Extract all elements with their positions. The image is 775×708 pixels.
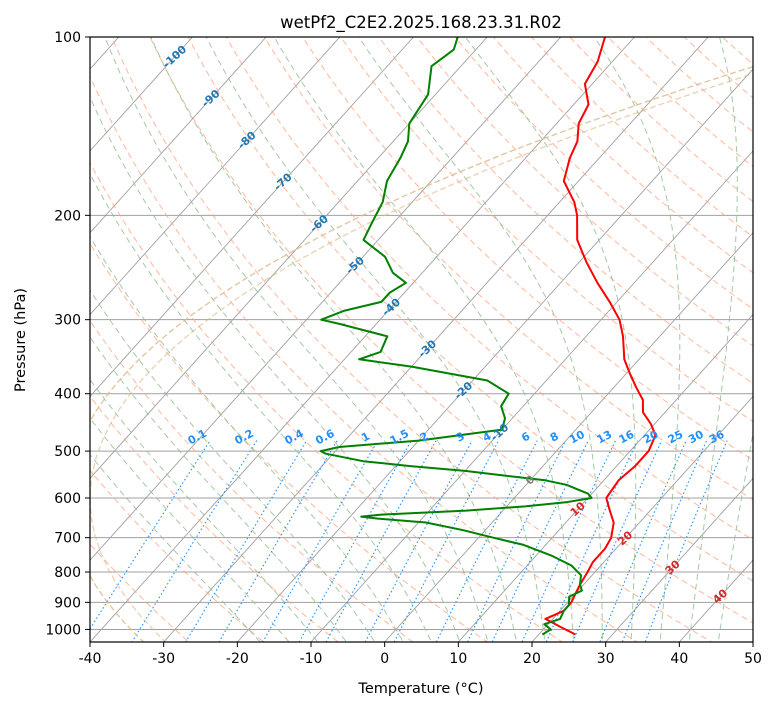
mixing-ratio-line [393,440,500,642]
mixing-ratio-label: 30 [686,428,706,447]
y-tick-label: 200 [54,208,81,224]
moist-adiabat [90,95,461,642]
x-tick-label: 30 [597,651,615,667]
dry-adiabat [263,37,753,501]
isotherm-gridline [457,313,753,642]
x-tick-label: -40 [79,651,102,667]
isotherm-gridline [90,37,193,152]
y-tick-label: 700 [54,531,81,547]
dry-adiabat [111,37,713,642]
isotherm-gridline [384,232,753,642]
isotherm-gridline [90,37,635,642]
isotherm-gridline [90,37,488,479]
isotherm-gridline [163,37,709,642]
x-tick-label: 40 [670,651,688,667]
y-tick-label: 100 [54,30,81,46]
dry-adiabat [90,242,489,642]
dry-adiabat [569,37,753,203]
y-tick-label: 1000 [45,622,81,638]
temperature-profile [544,37,657,636]
moist-adiabat [717,430,753,642]
x-tick-label: 0 [380,651,389,667]
moist-adiabat [688,37,738,642]
mixing-ratio-line [435,440,538,642]
moist-adiabat [90,289,376,642]
isotherm-gridline [90,37,267,234]
y-tick-label: 300 [54,313,81,329]
dry-adiabat [90,543,190,642]
x-tick-label: 50 [744,651,762,667]
dry-adiabat [149,37,753,624]
moist-adiabat [150,37,518,642]
x-tick-label: 10 [449,651,467,667]
moist-adiabat [104,37,489,642]
dry-adiabat [645,37,753,133]
mixing-ratio-line [466,440,567,642]
dry-adiabat [530,37,753,238]
moist-adiabat [90,378,319,642]
dry-adiabat [90,469,265,642]
y-axis-title: Pressure (hPa) [13,288,29,392]
axes: -40 -30 -20 -10 0 10 20 30 40 50 100 200 300 400 500 60… [45,30,762,667]
mixing-ratio-line [644,440,728,642]
frost-curve [90,65,753,642]
mixing-ratio-label: 36 [707,428,727,447]
mixing-ratio-line [491,440,589,642]
moist-adiabat [90,235,404,642]
mixing-ratio-line [599,440,687,642]
dry-adiabat [607,37,753,168]
x-tick-label: 20 [523,651,541,667]
y-tick-label: 600 [54,491,81,507]
isotherm-gridline [531,395,753,642]
y-tick-label: 400 [54,387,81,403]
x-axis-title: Temperature (°C) [357,681,483,697]
frost-curve [90,72,753,642]
dry-adiabat [90,319,414,642]
mixing-ratio-line [185,440,308,642]
isotherm-gridline [90,37,341,316]
dry-adiabat [454,37,753,310]
isotherm-gridline [605,477,753,642]
plot-area [90,37,753,642]
mixing-ratio-label: 10 [567,428,587,447]
mixing-ratio-line [131,440,258,642]
mixing-ratio-label: 13 [595,428,615,447]
moist-adiabat [205,37,546,642]
mixing-ratio-line [572,440,663,642]
mixing-ratio-label: 25 [666,428,686,447]
dry-adiabat [416,37,753,347]
x-tick-label: -20 [226,651,249,667]
dry-adiabat [90,75,638,642]
dry-adiabat [187,37,753,582]
dry-adiabat [492,37,753,274]
mixing-ratio-line [90,440,211,631]
x-tick-label: -30 [152,651,175,667]
dewpoint-profile [319,37,593,636]
isotherm-gridline [90,37,562,561]
x-tick-label: -10 [300,651,323,667]
y-tick-label: 500 [54,444,81,460]
mixing-ratio-line [364,440,473,642]
moist-adiabat [90,336,347,642]
mixing-ratio-line [218,440,338,642]
moist-adiabat [464,37,637,642]
moist-adiabat [358,37,603,642]
chart-title: wetPf2_C2E2.2025.168.23.31.R02 [280,13,562,33]
dry-adiabat [302,37,753,461]
isotherm-gridline [236,68,753,642]
mixing-ratio-label: 16 [617,428,637,447]
isotherm-gridline [90,37,414,398]
mixing-ratio-label: 20 [641,428,661,447]
mixing-ratio-line [621,440,708,642]
plot-frame [89,36,754,643]
moist-adiabat [90,453,261,642]
y-tick-label: 900 [54,595,81,611]
moist-adiabat [90,417,290,642]
moist-adiabat [273,37,575,642]
y-tick-label: 800 [54,565,81,581]
moist-adiabat [593,37,681,642]
